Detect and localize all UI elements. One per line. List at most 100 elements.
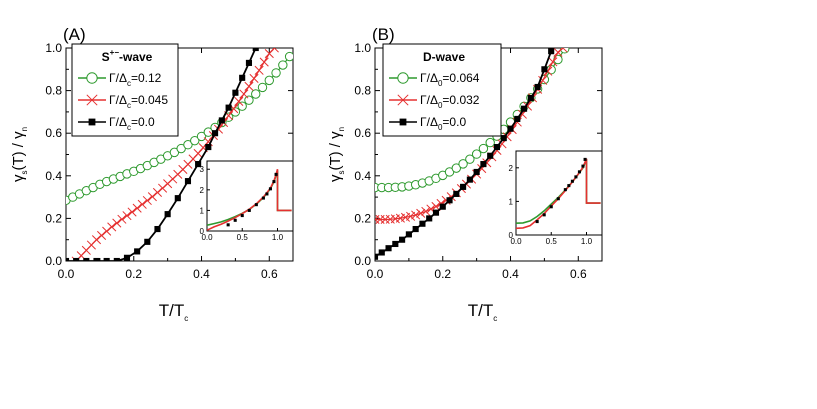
- y-tick-label: 0.8: [45, 84, 62, 98]
- data-point-x: [239, 89, 249, 99]
- data-point-circle: [237, 101, 247, 111]
- legend-label-value: =0.0: [131, 115, 155, 129]
- data-point-x: [411, 210, 421, 220]
- data-point-square: [88, 118, 96, 126]
- x-tick-label: 0.2: [434, 267, 451, 281]
- inset-x-tick-label: 1.0: [272, 233, 284, 242]
- y-tick-label: 1.0: [354, 41, 371, 55]
- inset-data-layer: [516, 157, 601, 230]
- y-axis-label-sub-n: n: [337, 127, 346, 131]
- data-point-square: [399, 236, 406, 243]
- data-point-x: [102, 226, 112, 236]
- y-axis-label-gamma: γ: [327, 174, 344, 182]
- data-point-square: [583, 157, 587, 161]
- y-tick-label: 0.8: [354, 84, 371, 98]
- inset-y-tick-label: 0: [509, 231, 514, 240]
- data-point-x: [244, 81, 254, 91]
- data-point-circle: [451, 163, 462, 173]
- data-point-circle: [458, 159, 468, 169]
- legend-label: Γ/Δ0=0.0: [420, 115, 466, 132]
- data-point-square: [527, 94, 534, 102]
- data-layer: [66, 48, 293, 261]
- inset-y-tick-label: 3: [200, 165, 205, 174]
- data-point-x: [147, 192, 157, 202]
- data-point-x: [132, 203, 142, 213]
- x-axis-label: T/Tc: [159, 301, 189, 323]
- data-point-circle: [183, 140, 193, 150]
- inset: 0.0 0.5 1.0 0 1 2: [509, 150, 603, 246]
- y-axis-label-sub-s: s: [20, 171, 29, 175]
- inset-y-tick-label: 0: [200, 227, 205, 236]
- data-point-square: [567, 184, 571, 188]
- data-point-square: [174, 195, 181, 202]
- x-tick-label: 0.0: [367, 267, 384, 281]
- data-point-x: [254, 65, 264, 75]
- y-axis-label-mid: (T) / γ: [10, 131, 27, 171]
- data-point-x: [406, 211, 416, 221]
- data-point-square: [113, 257, 120, 261]
- data-point-x: [91, 235, 102, 245]
- panel-label: (B): [372, 25, 395, 44]
- data-point-square: [144, 238, 151, 245]
- data-point-square: [426, 215, 433, 222]
- data-point-square: [226, 223, 230, 227]
- data-point-circle: [196, 131, 207, 142]
- data-point-x: [548, 57, 558, 67]
- inset-series-line: [207, 168, 292, 231]
- data-point-circle: [284, 51, 293, 62]
- legend-label-sub: c: [127, 79, 131, 88]
- y-tick-label: 1.0: [45, 41, 62, 55]
- y-tick-label: 0.4: [354, 169, 371, 183]
- data-point-square: [549, 205, 553, 209]
- x-tick-label: 0.4: [193, 267, 210, 281]
- data-point-circle: [485, 137, 495, 148]
- legend-label-sub: c: [127, 123, 131, 132]
- x-axis-label-sub: c: [493, 314, 497, 323]
- data-point-square: [392, 240, 399, 248]
- data-point-circle: [397, 72, 409, 84]
- y-tick-label: 0.6: [45, 126, 62, 140]
- data-point-square: [103, 257, 110, 261]
- y-axis-label: γs(T) / γn: [10, 127, 29, 182]
- data-point-square: [245, 59, 253, 66]
- data-point-square: [73, 257, 80, 261]
- data-point-square: [514, 115, 521, 122]
- inset-x-tick-label: 0.5: [237, 233, 249, 242]
- y-tick-label: 0.4: [45, 169, 62, 183]
- inset-x-tick-label: 0.5: [546, 237, 558, 246]
- x-tick-label: 0.0: [58, 267, 75, 281]
- data-point-square: [563, 188, 567, 192]
- legend-label-value: =0.12: [131, 71, 162, 85]
- series-2: [375, 48, 555, 260]
- legend-label: Γ/Δc=0.045: [109, 93, 168, 110]
- legend-label-greek: Γ/Δ: [109, 71, 127, 85]
- y-axis-label-sub-s: s: [337, 171, 346, 175]
- legend-label-value: =0.032: [442, 93, 479, 107]
- data-point-x: [107, 222, 117, 232]
- data-point-x: [142, 195, 152, 206]
- data-point-x: [97, 230, 107, 240]
- data-point-square: [548, 48, 555, 55]
- data-point-square: [240, 214, 244, 218]
- data-point-x: [112, 218, 122, 228]
- data-point-square: [535, 220, 539, 224]
- data-point-circle: [251, 89, 261, 99]
- x-tick-label: 0.6: [261, 267, 278, 281]
- inset-y-tick-label: 2: [509, 164, 514, 173]
- data-point-circle: [86, 72, 98, 84]
- x-axis-label-main: T/T: [468, 301, 494, 320]
- data-point-square: [493, 143, 501, 151]
- data-point-circle: [471, 149, 482, 159]
- data-point-square: [233, 218, 237, 222]
- x-tick-label: 0.4: [502, 267, 519, 281]
- data-point-circle: [257, 82, 268, 93]
- data-point-x: [259, 57, 269, 67]
- data-point-square: [123, 254, 131, 261]
- series-2: [66, 48, 259, 261]
- data-point-circle: [190, 135, 200, 146]
- inset-x-tick-label: 1.0: [581, 237, 593, 246]
- data-point-circle: [271, 68, 281, 78]
- data-point-x: [86, 94, 98, 106]
- y-tick-label: 0.2: [354, 211, 371, 225]
- panel-a: 0.0 0.2 0.4 0.60.00.20.40.60.81.0(A)T/Tcγs(…: [10, 25, 294, 323]
